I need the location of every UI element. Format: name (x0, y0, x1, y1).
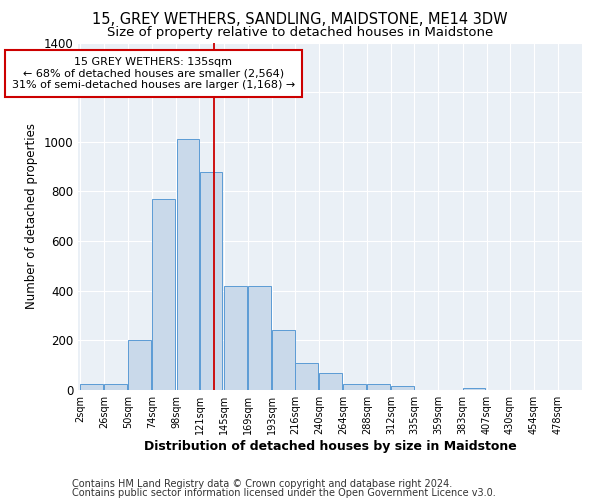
Y-axis label: Number of detached properties: Number of detached properties (25, 123, 38, 309)
Bar (295, 362, 318, 390)
Bar (343, 384, 366, 390)
Bar (224, 286, 247, 390)
Bar (367, 384, 390, 390)
Text: Contains HM Land Registry data © Crown copyright and database right 2024.: Contains HM Land Registry data © Crown c… (72, 479, 452, 489)
Bar (319, 372, 342, 390)
Bar (128, 340, 151, 390)
Bar (200, 172, 223, 390)
Text: 15 GREY WETHERS: 135sqm
← 68% of detached houses are smaller (2,564)
31% of semi: 15 GREY WETHERS: 135sqm ← 68% of detache… (11, 57, 295, 90)
Bar (80, 384, 103, 390)
Bar (176, 140, 199, 390)
Bar (152, 199, 175, 390)
Bar (463, 388, 485, 390)
X-axis label: Distribution of detached houses by size in Maidstone: Distribution of detached houses by size … (143, 440, 517, 452)
Bar (104, 384, 127, 390)
Text: 15, GREY WETHERS, SANDLING, MAIDSTONE, ME14 3DW: 15, GREY WETHERS, SANDLING, MAIDSTONE, M… (92, 12, 508, 28)
Text: Contains public sector information licensed under the Open Government Licence v3: Contains public sector information licen… (72, 488, 496, 498)
Text: Size of property relative to detached houses in Maidstone: Size of property relative to detached ho… (107, 26, 493, 39)
Bar (391, 386, 414, 390)
Bar (248, 286, 271, 390)
Bar (272, 330, 295, 390)
